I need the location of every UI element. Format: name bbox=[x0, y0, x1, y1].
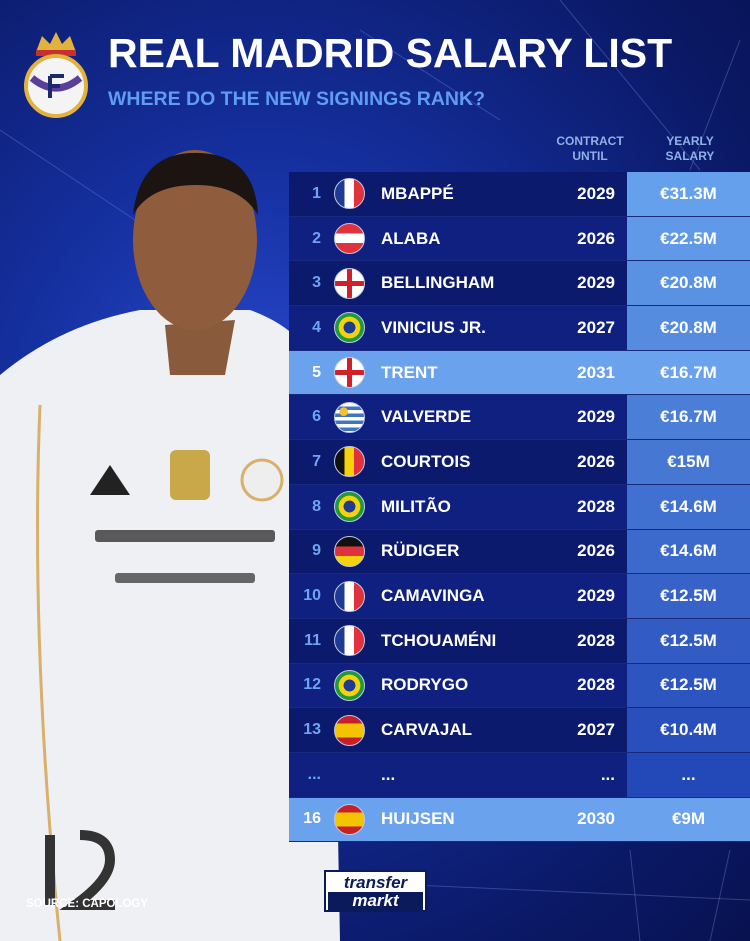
player-name: CAMAVINGA bbox=[381, 586, 485, 606]
contract-until: 2029 bbox=[577, 586, 615, 606]
contract-until: 2027 bbox=[577, 317, 615, 337]
yearly-salary: €12.5M bbox=[627, 618, 750, 663]
real-madrid-crest-logo bbox=[24, 32, 88, 118]
rank: 4 bbox=[312, 318, 321, 336]
austria-flag-icon bbox=[334, 223, 365, 255]
rank: 8 bbox=[312, 497, 321, 515]
contract-until: 2029 bbox=[577, 407, 615, 427]
germany-flag-icon bbox=[334, 535, 365, 567]
england-flag-icon bbox=[334, 267, 365, 299]
player-name: TCHOUAMÉNI bbox=[381, 630, 497, 650]
table-row: 5 TRENT 2031 €16.7M bbox=[289, 350, 750, 396]
player-name: BELLINGHAM bbox=[381, 273, 495, 293]
table-row: 13 CARVAJAL 2027 €10.4M bbox=[289, 708, 750, 753]
yearly-salary: €31.3M bbox=[627, 172, 750, 216]
contract-until: 2027 bbox=[577, 720, 615, 740]
player-name: ALABA bbox=[381, 228, 441, 248]
rank: 5 bbox=[312, 363, 321, 381]
player-name: COURTOIS bbox=[381, 451, 471, 471]
rank: 16 bbox=[303, 810, 321, 828]
player-name: VINICIUS JR. bbox=[381, 317, 486, 337]
salary-table: 1 MBAPPÉ 2029 €31.3M 2 ALABA 2026 €22.5M 3… bbox=[289, 172, 750, 843]
player-name: CARVAJAL bbox=[381, 720, 472, 740]
yearly-salary: ... bbox=[627, 752, 750, 797]
brazil-flag-icon bbox=[334, 312, 365, 344]
yearly-salary: €20.8M bbox=[627, 261, 750, 306]
page-title: REAL MADRID SALARY LIST bbox=[108, 30, 673, 76]
contract-until: 2029 bbox=[577, 183, 615, 203]
player-name: RÜDIGER bbox=[381, 541, 460, 561]
rank: 12 bbox=[303, 676, 321, 694]
contract-until: 2026 bbox=[577, 228, 615, 248]
spain-flag-icon bbox=[334, 803, 365, 835]
rank: 11 bbox=[304, 631, 321, 649]
yearly-salary: €10.4M bbox=[627, 708, 750, 752]
column-header-salary: YEARLY SALARY bbox=[665, 134, 715, 163]
rank: 2 bbox=[312, 229, 321, 247]
table-row: 6 VALVERDE 2029 €16.7M bbox=[289, 395, 750, 441]
yearly-salary: €14.6M bbox=[627, 484, 750, 529]
table-row: 10 CAMAVINGA 2029 €12.5M bbox=[289, 574, 750, 619]
contract-until: 2029 bbox=[577, 273, 615, 293]
contract-until: 2028 bbox=[577, 675, 615, 695]
rank: 13 bbox=[303, 721, 321, 739]
table-row: ... ... ... ... bbox=[289, 752, 750, 798]
transfermarkt-logo: transfer markt bbox=[324, 870, 427, 912]
rank: ... bbox=[307, 765, 321, 783]
table-row: 1 MBAPPÉ 2029 €31.3M bbox=[289, 172, 750, 217]
belgium-flag-icon bbox=[334, 446, 365, 478]
player-name: TRENT bbox=[381, 362, 438, 382]
player-photo bbox=[0, 150, 340, 941]
spain-flag-icon bbox=[334, 714, 365, 746]
table-row: 4 VINICIUS JR. 2027 €20.8M bbox=[289, 306, 750, 351]
uruguay-flag-icon bbox=[334, 401, 365, 433]
yearly-salary: €16.7M bbox=[627, 395, 750, 440]
brazil-flag-icon bbox=[334, 669, 365, 701]
england-flag-icon bbox=[334, 357, 365, 389]
brazil-flag-icon bbox=[334, 491, 365, 523]
france-flag-icon bbox=[334, 625, 365, 657]
contract-until: 2030 bbox=[577, 809, 615, 829]
table-row: 12 RODRYGO 2028 €12.5M bbox=[289, 663, 750, 709]
yearly-salary: €12.5M bbox=[627, 574, 750, 618]
contract-until: 2026 bbox=[577, 541, 615, 561]
france-flag-icon bbox=[334, 178, 365, 210]
table-row: 11 TCHOUAMÉNI 2028 €12.5M bbox=[289, 618, 750, 664]
france-flag-icon bbox=[334, 580, 365, 612]
table-row: 16 HUIJSEN 2030 €9M bbox=[289, 797, 750, 843]
table-row: 8 MILITÃO 2028 €14.6M bbox=[289, 484, 750, 530]
yearly-salary: €20.8M bbox=[627, 306, 750, 350]
yearly-salary: €16.7M bbox=[660, 362, 717, 382]
contract-until: 2026 bbox=[577, 451, 615, 471]
rank: 9 bbox=[312, 542, 321, 560]
player-name: RODRYGO bbox=[381, 675, 469, 695]
rank: 10 bbox=[303, 587, 321, 605]
table-row: 9 RÜDIGER 2026 €14.6M bbox=[289, 529, 750, 575]
contract-until: 2028 bbox=[577, 630, 615, 650]
yearly-salary: €12.5M bbox=[627, 663, 750, 708]
rank: 1 bbox=[312, 184, 321, 202]
player-name: VALVERDE bbox=[381, 407, 472, 427]
column-header-contract: CONTRACT UNTIL bbox=[556, 134, 624, 163]
yearly-salary: €22.5M bbox=[627, 216, 750, 261]
contract-until: 2031 bbox=[577, 362, 615, 382]
player-name: HUIJSEN bbox=[381, 809, 455, 829]
contract-until: ... bbox=[600, 764, 615, 784]
table-row: 3 BELLINGHAM 2029 €20.8M bbox=[289, 261, 750, 307]
rank: 3 bbox=[312, 274, 321, 292]
yearly-salary: €14.6M bbox=[627, 529, 750, 574]
rank: 6 bbox=[312, 408, 321, 426]
contract-until: 2028 bbox=[577, 496, 615, 516]
yearly-salary: €15M bbox=[627, 440, 750, 484]
player-name: MILITÃO bbox=[381, 496, 451, 516]
yearly-salary: €9M bbox=[671, 809, 706, 829]
rank: 7 bbox=[312, 452, 321, 470]
player-name: MBAPPÉ bbox=[381, 183, 454, 203]
player-name: ... bbox=[381, 764, 396, 784]
source-note: SOURCE: CAPOLOGY bbox=[26, 898, 149, 910]
table-row: 7 COURTOIS 2026 €15M bbox=[289, 440, 750, 485]
table-row: 2 ALABA 2026 €22.5M bbox=[289, 216, 750, 262]
page-subtitle: WHERE DO THE NEW SIGNINGS RANK? bbox=[108, 88, 486, 110]
